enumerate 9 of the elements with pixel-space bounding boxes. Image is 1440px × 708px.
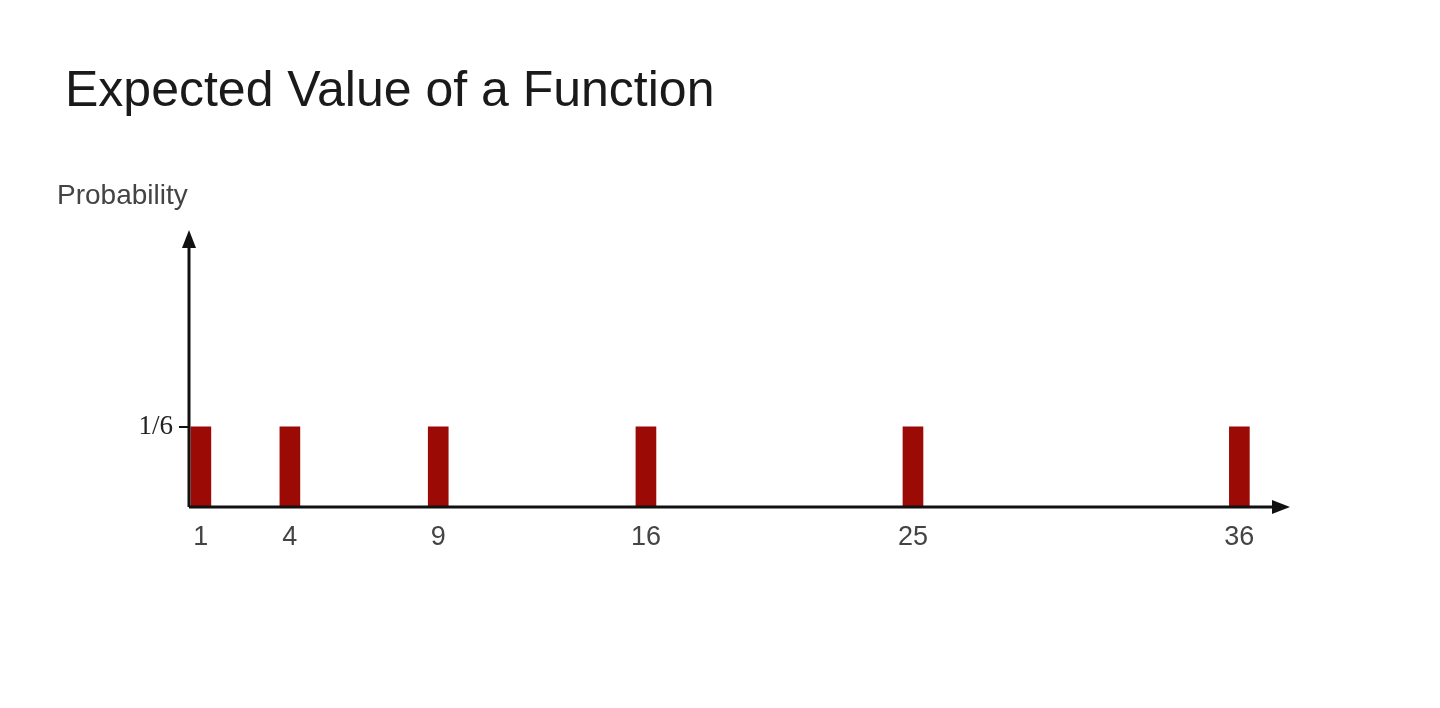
x-tick-label: 4 [282, 520, 298, 551]
y-axis-title: Probability [57, 178, 188, 210]
chart-title: Expected Value of a Function [65, 60, 715, 118]
y-tick-label: 1/6 [138, 410, 173, 440]
x-tick-label: 25 [897, 520, 928, 551]
x-tick-label: 9 [430, 520, 446, 551]
x-tick-label: 16 [630, 520, 661, 551]
x-tick-label: 36 [1224, 520, 1255, 551]
x-tick-label: 1 [193, 520, 209, 551]
